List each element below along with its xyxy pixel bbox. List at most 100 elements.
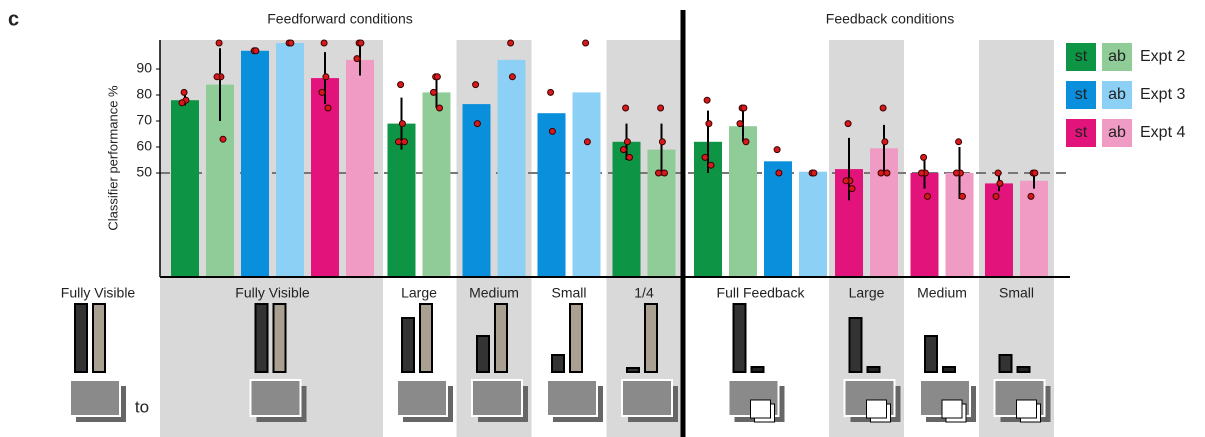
bar xyxy=(729,126,757,277)
data-point xyxy=(583,40,589,46)
icon-ab xyxy=(495,304,507,372)
icon-st xyxy=(402,318,414,372)
group-label: 1/4 xyxy=(634,285,654,301)
data-point xyxy=(323,74,329,80)
data-point xyxy=(743,139,749,145)
group-label: Small xyxy=(999,285,1034,301)
bar xyxy=(276,43,304,277)
data-point xyxy=(474,121,480,127)
data-point xyxy=(845,121,851,127)
group-label: Medium xyxy=(917,285,967,301)
group-label: Full Feedback xyxy=(717,285,806,301)
data-point xyxy=(925,193,931,199)
data-point xyxy=(181,89,187,95)
icon-st xyxy=(734,304,746,372)
bar xyxy=(764,161,792,277)
data-point xyxy=(358,40,364,46)
icon-photo xyxy=(70,380,120,416)
data-point xyxy=(843,178,849,184)
bar xyxy=(171,100,199,277)
data-point xyxy=(921,154,927,160)
data-point xyxy=(220,136,226,142)
data-point xyxy=(954,170,960,176)
icon-ab xyxy=(420,304,432,372)
y-tick-label: 60 xyxy=(136,138,152,154)
data-point xyxy=(321,40,327,46)
data-point xyxy=(179,100,185,106)
bar xyxy=(463,104,491,277)
legend-ab: ab xyxy=(1108,86,1126,103)
data-point xyxy=(402,139,408,145)
icon-st xyxy=(75,304,87,372)
icon-ab xyxy=(93,304,105,372)
reference-label: Fully Visible xyxy=(61,285,136,301)
legend-ab: ab xyxy=(1108,48,1126,65)
icon-st xyxy=(1000,355,1012,372)
icon-st xyxy=(552,355,564,372)
section-title: Feedforward conditions xyxy=(267,11,413,27)
data-point xyxy=(882,139,888,145)
data-point xyxy=(960,193,966,199)
data-point xyxy=(741,105,747,111)
icon-photo xyxy=(472,380,522,416)
data-point xyxy=(253,48,259,54)
icon-st xyxy=(627,368,639,372)
y-tick-label: 70 xyxy=(136,112,152,128)
icon-ab xyxy=(943,367,955,372)
data-point xyxy=(811,170,817,176)
data-point xyxy=(399,121,405,127)
bar xyxy=(799,172,827,277)
data-point xyxy=(706,121,712,127)
legend-label: Expt 4 xyxy=(1140,124,1185,141)
data-point xyxy=(995,170,1001,176)
group-label: Fully Visible xyxy=(235,285,310,301)
data-point xyxy=(878,170,884,176)
y-axis-label: Classifier performance % xyxy=(105,85,120,231)
bar xyxy=(423,92,451,277)
data-point xyxy=(508,40,514,46)
data-point xyxy=(737,121,743,127)
data-point xyxy=(216,40,222,46)
data-point xyxy=(702,154,708,160)
data-point xyxy=(774,147,780,153)
group-label: Small xyxy=(551,285,586,301)
section-title: Feedback conditions xyxy=(826,11,954,27)
icon-photo xyxy=(251,380,301,416)
data-point xyxy=(431,89,437,95)
data-point xyxy=(584,139,590,145)
data-point xyxy=(548,89,554,95)
data-point xyxy=(1028,193,1034,199)
data-point xyxy=(325,105,331,111)
icon-mask xyxy=(867,400,887,418)
icon-ab xyxy=(274,304,286,372)
bar xyxy=(346,60,374,277)
bar xyxy=(241,51,269,277)
icon-photo xyxy=(622,380,672,416)
data-point xyxy=(656,170,662,176)
legend-label: Expt 3 xyxy=(1140,86,1185,103)
icon-st xyxy=(850,318,862,372)
y-tick-label: 50 xyxy=(136,164,152,180)
icon-photo xyxy=(397,380,447,416)
icon-photo xyxy=(547,380,597,416)
data-point xyxy=(288,40,294,46)
icon-ab xyxy=(645,304,657,372)
data-point xyxy=(354,56,360,62)
bar xyxy=(498,60,526,277)
legend-st: st xyxy=(1075,86,1088,103)
data-point xyxy=(623,105,629,111)
data-point xyxy=(884,170,890,176)
icon-mask xyxy=(1017,400,1037,418)
data-point xyxy=(621,147,627,153)
data-point xyxy=(549,128,555,134)
data-point xyxy=(434,74,440,80)
data-point xyxy=(509,74,515,80)
data-point xyxy=(704,97,710,103)
icon-mask xyxy=(942,400,962,418)
legend-ab: ab xyxy=(1108,124,1126,141)
bar xyxy=(573,92,601,277)
data-point xyxy=(662,170,668,176)
data-point xyxy=(993,193,999,199)
to-label: to xyxy=(135,397,149,416)
icon-st xyxy=(256,304,268,372)
